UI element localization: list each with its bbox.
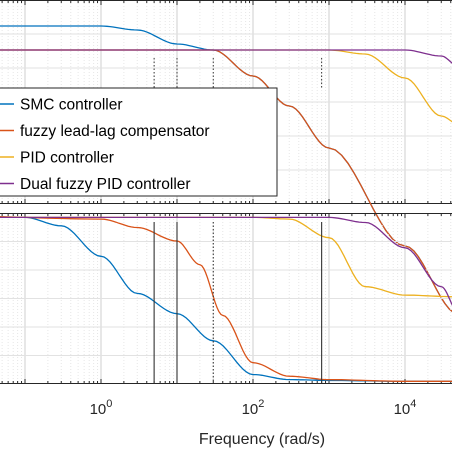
phase-series-smc-controller [0,216,452,382]
legend: SMC controller fuzzy lead-lag compensator… [0,87,278,197]
legend-label: PID controller [20,150,114,167]
legend-label: Dual fuzzy PID controller [20,176,191,193]
phase-series-dual-fuzzy-pid-controller [0,216,452,306]
legend-label: SMC controller [20,97,123,114]
x-tick-labels: 100 102 104 [90,398,417,418]
x-tick-label: 104 [394,398,417,418]
x-tick-label: 100 [90,398,113,418]
legend-label: fuzzy lead-lag compensator [20,123,210,140]
x-axis-title: Frequency (rad/s) [199,431,325,448]
magnitude-series-dual-fuzzy-pid-controller [0,49,452,64]
x-tick-label: 102 [242,398,265,418]
phase-series-pid-controller [0,216,452,298]
phase-panel [0,213,452,384]
phase-series-fuzzy-lead-lag-compensator [0,215,452,382]
